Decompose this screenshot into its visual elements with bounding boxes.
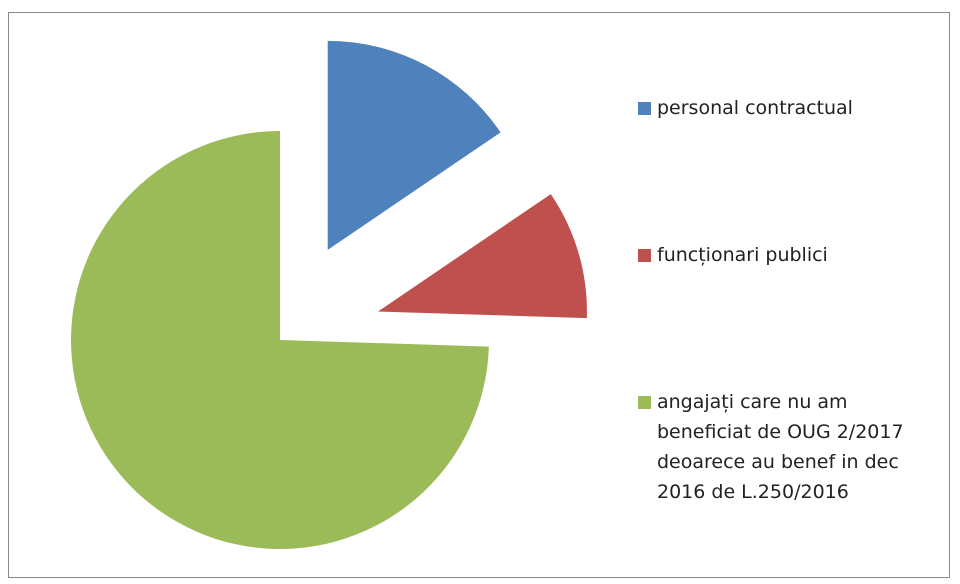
legend-label: funcționari publici (657, 244, 828, 266)
chart-frame (8, 12, 950, 578)
legend-swatch (638, 249, 651, 262)
pie-slice (377, 194, 587, 319)
legend-swatch (638, 396, 651, 409)
legend-entry: funcționari publici (638, 240, 938, 270)
legend-entry: angajați care nu am beneficiat de OUG 2/… (638, 387, 938, 507)
legend-swatch (638, 102, 651, 115)
pie-slice (327, 40, 501, 250)
legend-label: personal contractual (657, 97, 853, 119)
legend-entry: personal contractual (638, 93, 938, 123)
legend-label: angajați care nu am beneficiat de OUG 2/… (657, 391, 904, 503)
pie-slice (70, 131, 489, 549)
